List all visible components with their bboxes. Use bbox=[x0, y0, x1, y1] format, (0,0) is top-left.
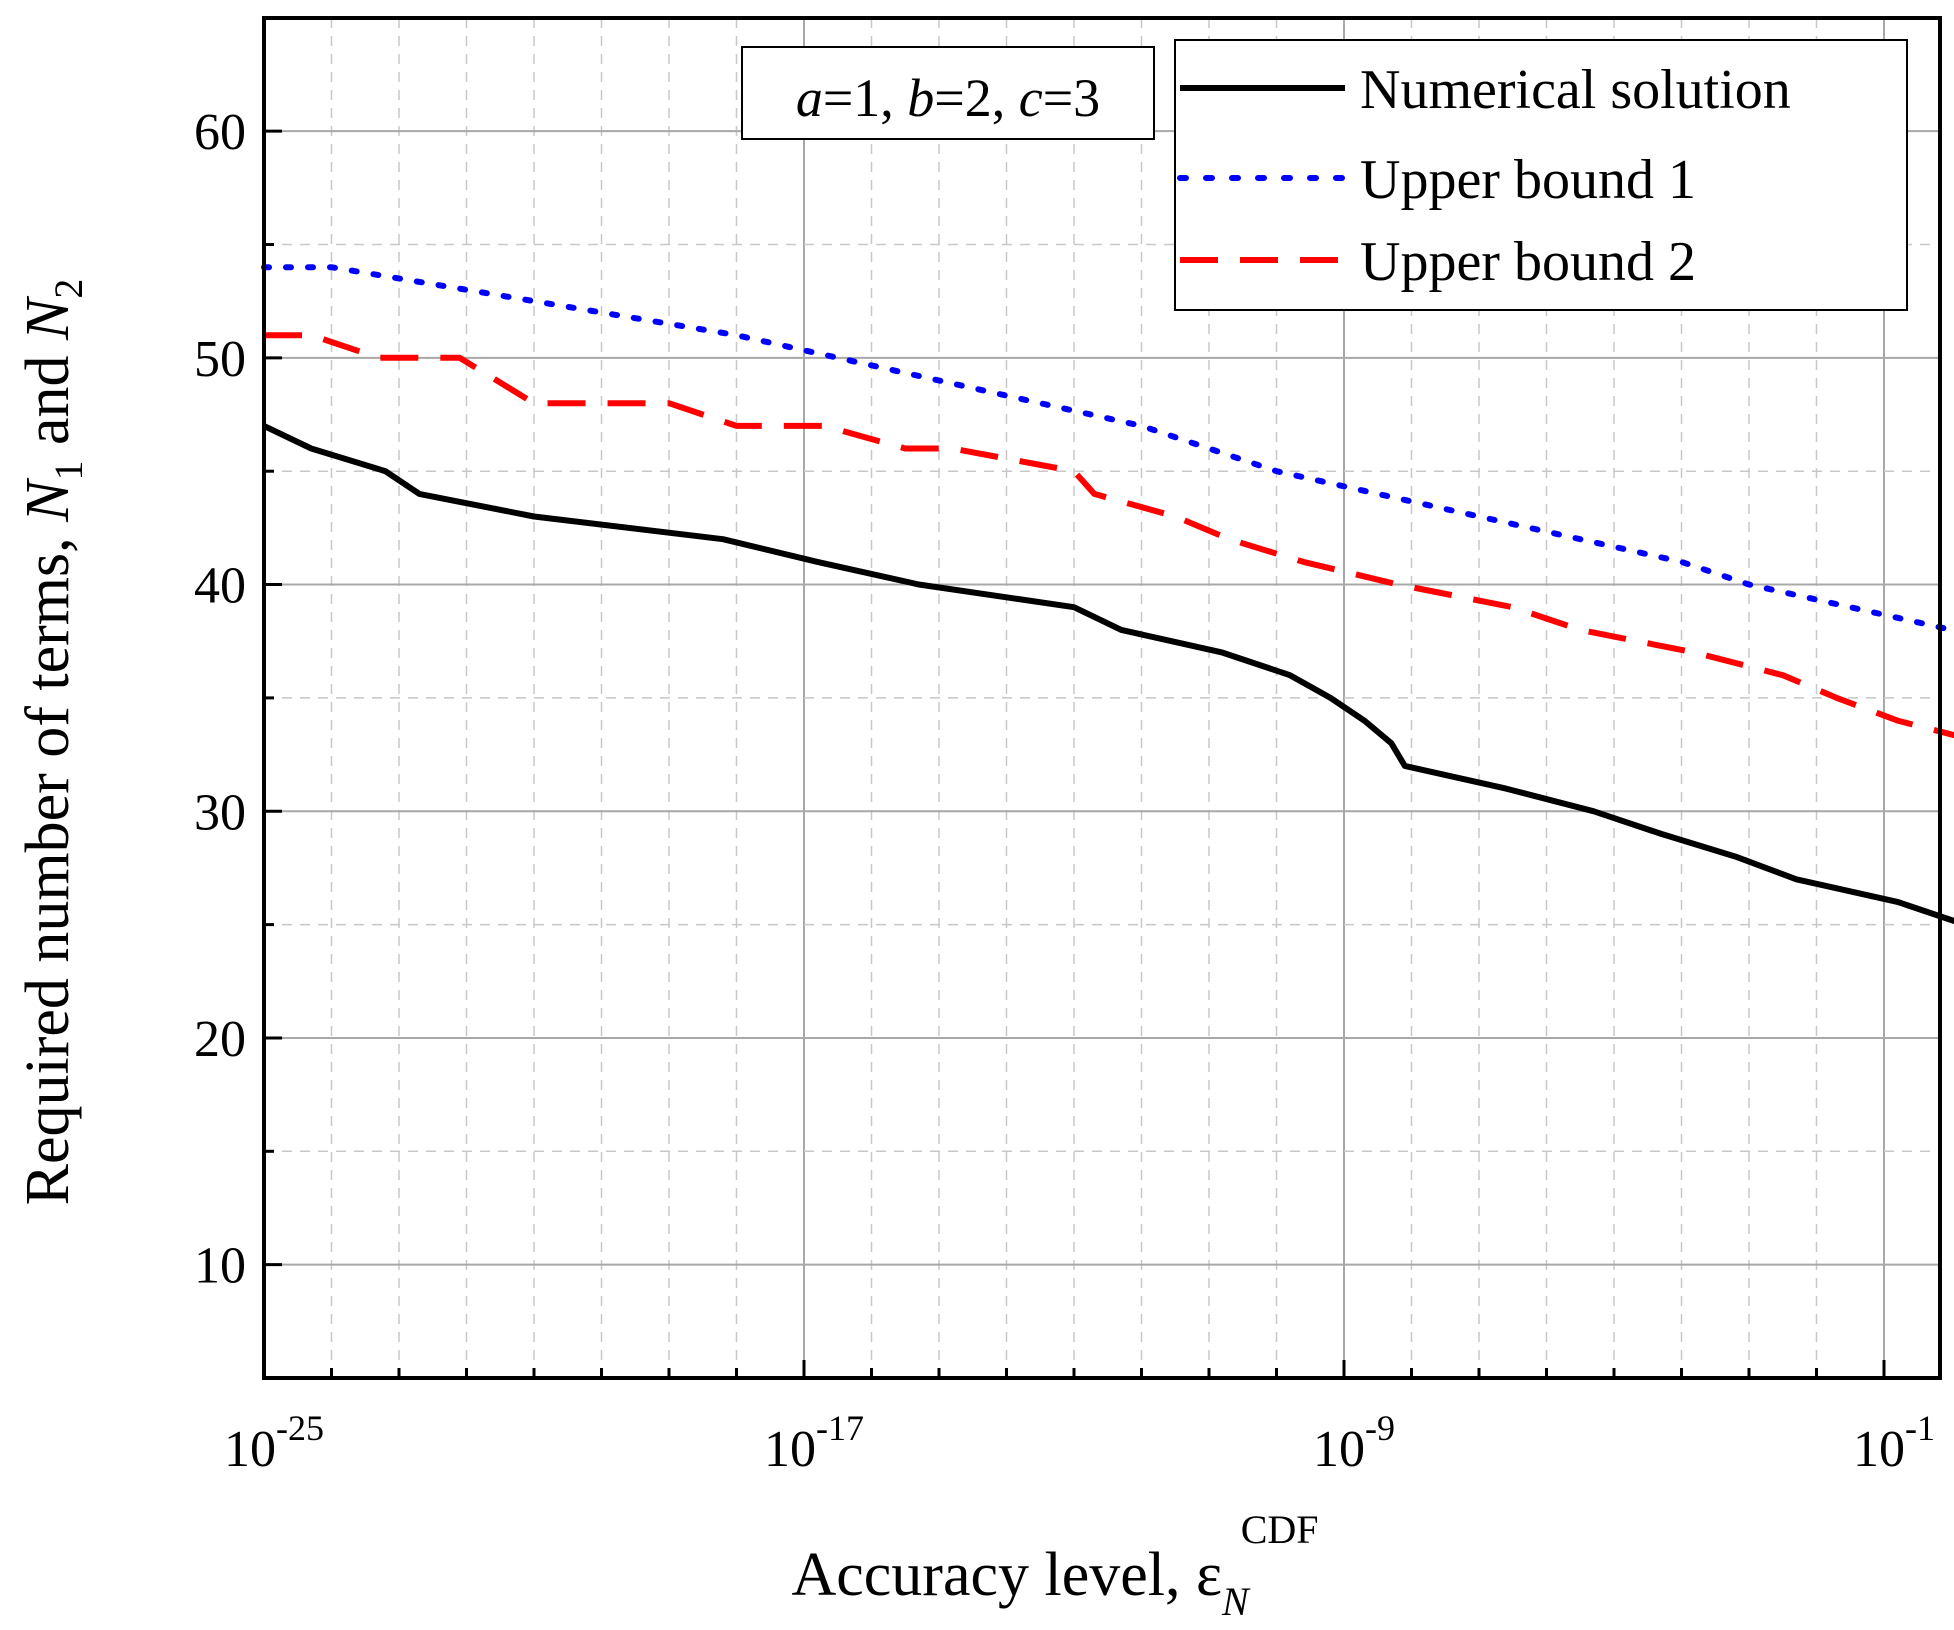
series-lines bbox=[261, 264, 1954, 925]
annotation-text: a=1, b=2, c=3 bbox=[796, 68, 1100, 128]
annotation-box bbox=[741, 46, 1155, 140]
series-numerical-solution bbox=[262, 423, 1954, 925]
x-tick-label: 10-1 bbox=[1853, 1408, 1935, 1478]
y-tick-label: 20 bbox=[194, 1011, 246, 1068]
y-tick-label: 50 bbox=[194, 331, 246, 388]
legend-label-numerical: Numerical solution bbox=[1360, 59, 1791, 121]
x-tick-label: 10-17 bbox=[764, 1408, 864, 1478]
series-upper-bound-2 bbox=[264, 332, 1954, 739]
parameter-annotation: a=1, b=2, c=3 bbox=[741, 46, 1155, 140]
x-axis-label: Accuracy level, εNCDF bbox=[791, 1507, 1318, 1624]
axis-ticks: 10 20 30 40 50 60 10-25 10-17 10-9 10-1 bbox=[194, 104, 1935, 1478]
legend-label-upper-bound-2: Upper bound 2 bbox=[1360, 231, 1696, 293]
x-tick-label: 10-25 bbox=[224, 1408, 324, 1478]
y-tick-label: 40 bbox=[194, 558, 246, 615]
y-tick-label: 10 bbox=[194, 1238, 246, 1295]
series-upper-bound-1 bbox=[261, 264, 1954, 634]
legend: Numerical solution Upper bound 1 Upper b… bbox=[1174, 39, 1908, 311]
y-tick-label: 30 bbox=[194, 784, 246, 841]
y-axis-label: Required number of terms, N1 and N2 bbox=[14, 279, 91, 1206]
y-tick-label: 60 bbox=[194, 104, 246, 161]
x-tick-label: 10-9 bbox=[1313, 1408, 1395, 1478]
legend-label-upper-bound-1: Upper bound 1 bbox=[1360, 149, 1696, 211]
